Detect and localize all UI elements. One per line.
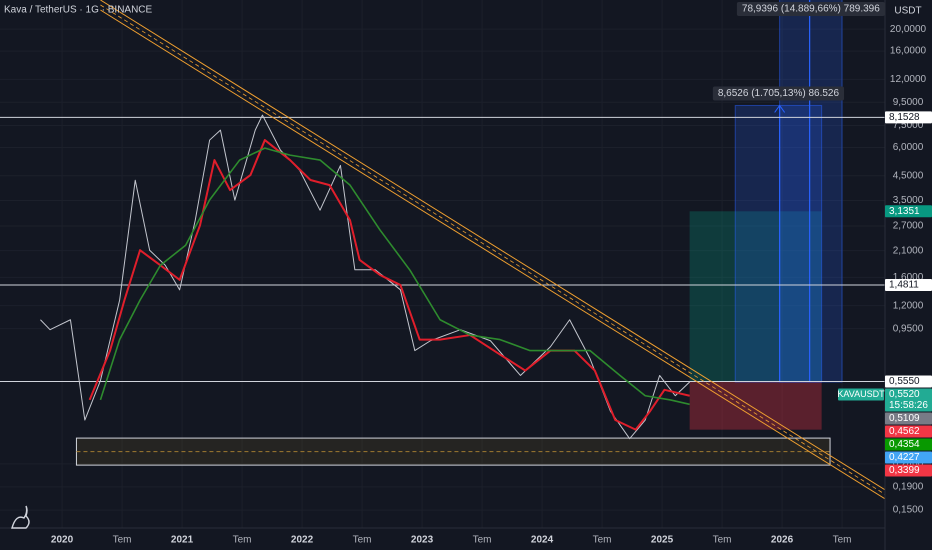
y-tick-label: 0,1500 bbox=[893, 505, 924, 516]
target-zone bbox=[689, 211, 822, 383]
stop-zone bbox=[689, 382, 822, 430]
y-tick-label: 9,5000 bbox=[893, 97, 924, 108]
logo bbox=[11, 505, 30, 529]
chart-title: Kava / TetherUS · 1G · BINANCE bbox=[4, 5, 153, 16]
price-label: 0,4354 bbox=[889, 439, 920, 450]
axes: 20,0000 16,0000 12,0000 9,5000 7,5000 6,0000 4… bbox=[51, 24, 932, 546]
y-tick-label: 6,0000 bbox=[893, 142, 924, 153]
price-label: 8,1528 bbox=[889, 112, 920, 123]
measure-label-bg bbox=[712, 86, 845, 101]
countdown: 15:58:26 bbox=[889, 400, 928, 411]
trendline bbox=[100, 9, 885, 500]
price-label-bg bbox=[885, 375, 932, 388]
x-tick-label: 2020 bbox=[51, 535, 74, 546]
y-tick-label: 1,6000 bbox=[893, 272, 924, 283]
x-tick-label: 2022 bbox=[291, 535, 314, 546]
measure-box bbox=[734, 104, 823, 383]
y-tick-label: 12,0000 bbox=[890, 74, 927, 85]
y-tick-label: 3,5000 bbox=[893, 195, 924, 206]
x-tick-label: Tem bbox=[113, 535, 132, 546]
plot-area bbox=[0, 0, 885, 500]
price-label-bg bbox=[885, 205, 932, 218]
y-tick-label: 4,5000 bbox=[893, 170, 924, 181]
price-label-bg bbox=[885, 425, 932, 438]
price-label: 0,3399 bbox=[889, 465, 920, 476]
y-tick-label: 20,0000 bbox=[890, 24, 927, 35]
price-label-bg bbox=[885, 412, 932, 425]
y-tick-label: 2,7000 bbox=[893, 221, 924, 232]
x-tick-label: Tem bbox=[473, 535, 492, 546]
price-label: 1,4811 bbox=[889, 280, 919, 291]
measure-label: 78,9396 (14.889,66%) 789.396 bbox=[742, 4, 880, 15]
symbol-label-bg bbox=[838, 388, 884, 401]
x-tick-label: Tem bbox=[713, 535, 732, 546]
currency: USDT bbox=[894, 6, 921, 17]
x-tick-label: Tem bbox=[353, 535, 372, 546]
price-label: 0,5520 bbox=[889, 389, 920, 400]
measure-box bbox=[779, 0, 843, 383]
grid bbox=[0, 0, 885, 528]
measure-label-bg bbox=[736, 2, 885, 16]
y-tick-label: 0,1900 bbox=[893, 481, 924, 492]
y-tick-label: 1,2000 bbox=[893, 300, 924, 311]
price-label: 0,5550 bbox=[889, 376, 920, 387]
x-tick-label: 2021 bbox=[171, 535, 194, 546]
price-label: 3,1351 bbox=[889, 206, 920, 217]
price-label: 0,4562 bbox=[889, 426, 920, 437]
measure-label: 8,6526 (1.705,13%) 86.526 bbox=[718, 88, 840, 99]
trendline bbox=[100, 0, 885, 491]
series-line bbox=[99, 147, 690, 406]
price-label-bg bbox=[885, 451, 932, 464]
series-line bbox=[40, 114, 690, 440]
x-tick-label: Tem bbox=[833, 535, 852, 546]
price-label-bg bbox=[885, 464, 932, 477]
support-box bbox=[75, 437, 831, 466]
x-tick-label: Tem bbox=[593, 535, 612, 546]
y-tick-label: 16,0000 bbox=[890, 46, 927, 57]
price-label-bg bbox=[885, 438, 932, 451]
price-label-bg bbox=[885, 278, 932, 291]
price-label-bg bbox=[885, 111, 932, 124]
symbol-label: KAVAUSDT bbox=[837, 389, 885, 399]
y-tick-label: 7,5000 bbox=[893, 120, 924, 131]
price-label: 0,4227 bbox=[889, 452, 920, 463]
series-line bbox=[88, 139, 690, 431]
x-tick-label: 2024 bbox=[531, 535, 554, 546]
y-tick-label: 2,1000 bbox=[893, 245, 924, 256]
x-tick-label: 2026 bbox=[771, 535, 794, 546]
trend-midline bbox=[100, 4, 885, 495]
x-tick-label: Tem bbox=[233, 535, 252, 546]
price-label-bg bbox=[885, 388, 932, 412]
y-tick-label: 0,2400 bbox=[893, 459, 924, 470]
y-tick-label: 0,9500 bbox=[893, 323, 924, 334]
x-tick-label: 2025 bbox=[651, 535, 674, 546]
price-label: 0,5109 bbox=[889, 413, 920, 424]
x-tick-label: 2023 bbox=[411, 535, 434, 546]
